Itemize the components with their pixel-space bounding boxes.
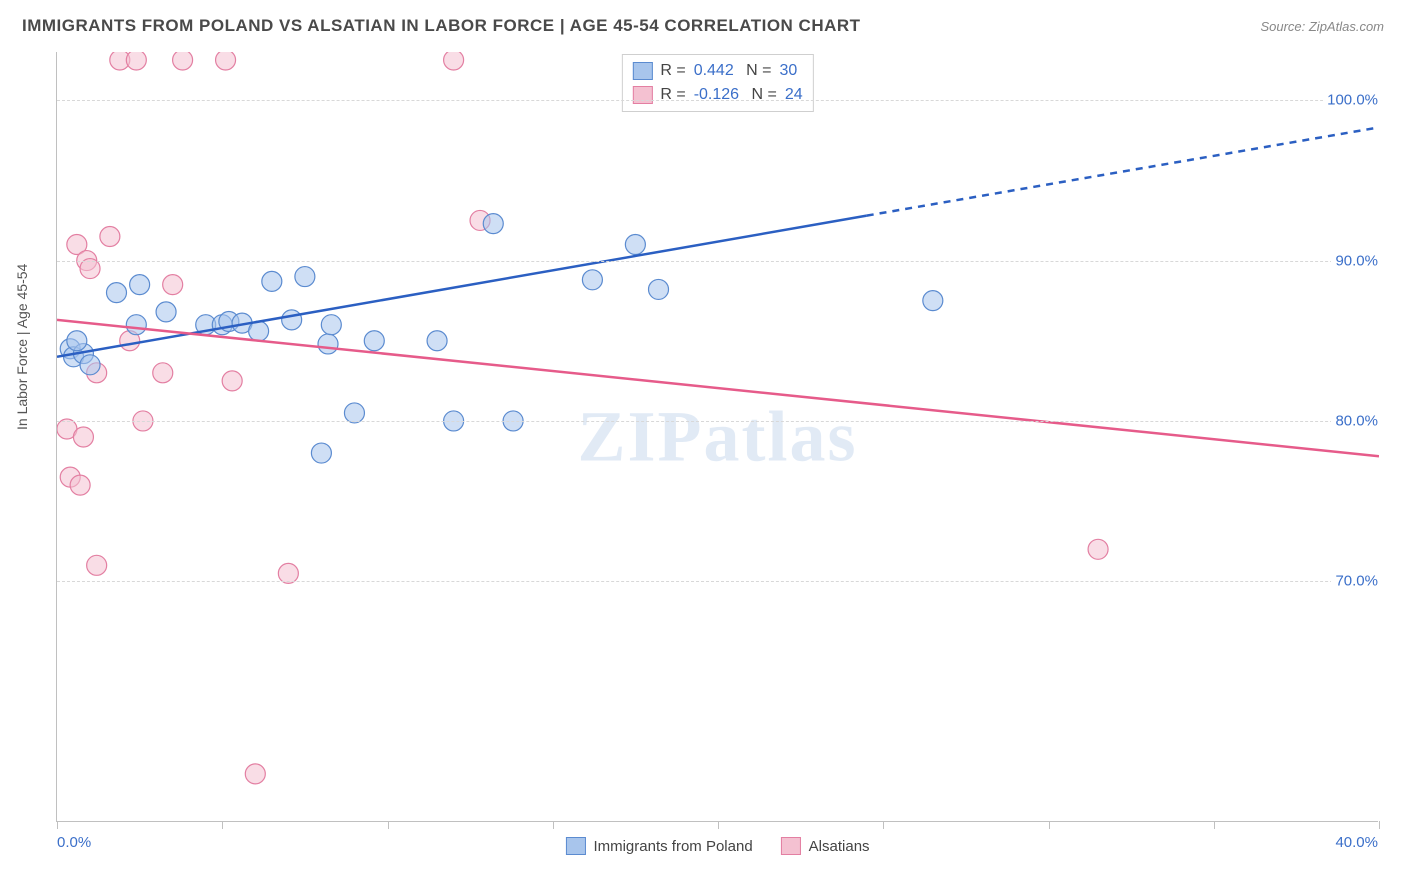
legend-row-alsatians: R = -0.126 N = 24 — [632, 83, 802, 107]
legend-label-poland: Immigrants from Poland — [593, 838, 752, 855]
x-tick — [388, 821, 389, 829]
x-tick — [1379, 821, 1380, 829]
x-tick-label: 0.0% — [57, 834, 91, 851]
legend-r-label: R = — [660, 62, 685, 80]
legend-r-value-poland: 0.442 — [694, 62, 734, 80]
x-tick — [57, 821, 58, 829]
legend-swatch-poland — [632, 62, 652, 80]
legend-item-alsatians: Alsatians — [781, 837, 870, 855]
legend-item-poland: Immigrants from Poland — [565, 837, 752, 855]
gridline — [57, 100, 1378, 101]
x-tick — [1049, 821, 1050, 829]
gridline — [57, 421, 1378, 422]
legend-n-label: N = — [747, 86, 777, 104]
legend-label-alsatians: Alsatians — [809, 838, 870, 855]
y-axis-label: In Labor Force | Age 45-54 — [14, 264, 30, 430]
legend-r-value-alsatians: -0.126 — [694, 86, 739, 104]
x-tick — [553, 821, 554, 829]
gridline — [57, 581, 1378, 582]
legend-r-label: R = — [660, 86, 685, 104]
chart-title: IMMIGRANTS FROM POLAND VS ALSATIAN IN LA… — [22, 16, 861, 36]
chart-header: IMMIGRANTS FROM POLAND VS ALSATIAN IN LA… — [22, 16, 1384, 36]
y-tick-label: 80.0% — [1331, 412, 1382, 429]
correlation-legend: R = 0.442 N = 30 R = -0.126 N = 24 — [621, 54, 813, 112]
chart-svg — [57, 52, 1379, 822]
legend-row-poland: R = 0.442 N = 30 — [632, 59, 802, 83]
x-tick — [1214, 821, 1215, 829]
chart-plot-area: ZIPatlas R = 0.442 N = 30 R = -0.126 N =… — [56, 52, 1378, 822]
legend-n-label: N = — [742, 62, 772, 80]
x-tick — [222, 821, 223, 829]
legend-n-value-poland: 30 — [780, 62, 798, 80]
y-tick-label: 100.0% — [1323, 92, 1382, 109]
x-tick-label: 40.0% — [1335, 834, 1378, 851]
x-tick — [883, 821, 884, 829]
y-tick-label: 70.0% — [1331, 573, 1382, 590]
gridline — [57, 261, 1378, 262]
legend-swatch-alsatians — [781, 837, 801, 855]
legend-n-value-alsatians: 24 — [785, 86, 803, 104]
series-legend: Immigrants from Poland Alsatians — [565, 837, 869, 855]
y-tick-label: 90.0% — [1331, 252, 1382, 269]
x-tick — [718, 821, 719, 829]
chart-source: Source: ZipAtlas.com — [1260, 19, 1384, 34]
legend-swatch-alsatians — [632, 86, 652, 104]
legend-swatch-poland — [565, 837, 585, 855]
